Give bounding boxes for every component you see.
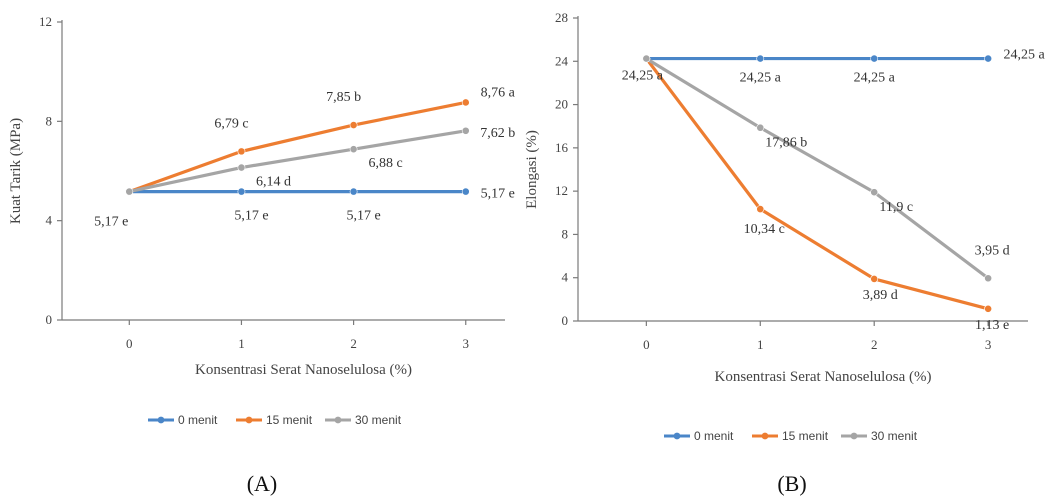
chart-b-x-tick-label: 3 (985, 337, 992, 352)
chart-b-y-axis-title: Elongasi (%) (524, 130, 540, 209)
chart-a-data-point (237, 163, 246, 172)
chart-b-x-tick-label: 2 (871, 337, 878, 352)
chart-a-x-tick-label: 1 (238, 336, 245, 351)
chart-a-data-point (349, 145, 358, 154)
chart-a-data-label: 5,17 e (94, 215, 128, 230)
chart-a-data-point (349, 187, 358, 196)
chart-b-x-axis-title: Konsentrasi Serat Nanoselulosa (%) (714, 369, 931, 385)
chart-a-data-point (125, 187, 134, 196)
chart-b-series-line-2 (644, 56, 990, 280)
chart-b-legend-swatch-marker (673, 432, 681, 440)
chart-b-data-point (870, 188, 879, 197)
chart-a-data-label: 7,62 b (480, 126, 515, 141)
chart-b-x-tick-label: 1 (757, 337, 764, 352)
chart-b-legend-swatch-marker (761, 432, 769, 440)
chart-a-y-tick-label: 0 (46, 312, 53, 327)
chart-panel-a: 0 4 8 12 0 1 2 3 Kuat Tarik (MPa) Konsentrasi Ser… (0, 0, 520, 504)
chart-a-legend-swatch-marker (334, 416, 342, 424)
chart-b-y-tick-label: 12 (555, 183, 568, 198)
chart-b-legend-swatch-marker (850, 432, 858, 440)
chart-b-legend-label: 0 menit (694, 429, 734, 443)
chart-b-y-tick-label: 20 (555, 97, 568, 112)
chart-b-panel-caption: (B) (777, 471, 806, 496)
chart-b-y-tick-label: 0 (562, 313, 569, 328)
chart-a-data-label: 7,85 b (326, 90, 361, 105)
chart-a-series-line-2 (127, 129, 468, 194)
chart-b-legend-label: 15 menit (782, 429, 829, 443)
chart-a-data-point (237, 187, 246, 196)
chart-a-data-label: 8,76 a (481, 85, 516, 100)
chart-b-y-tick-label: 24 (555, 53, 569, 68)
chart-b-y-tick-label: 28 (555, 10, 568, 25)
chart-a-data-point (461, 187, 470, 196)
chart-a-data-point (237, 147, 246, 156)
chart-b-y-tick-label: 8 (562, 226, 569, 241)
chart-b-data-label: 10,34 c (744, 222, 785, 237)
chart-b-series-line-1 (644, 56, 990, 311)
chart-a-y-tick-label: 8 (46, 113, 53, 128)
chart-a-legend-swatch-marker (245, 416, 253, 424)
chart-a-series-line-1 (127, 100, 468, 194)
chart-a-x-axis-title: Konsentrasi Serat Nanoselulosa (%) (195, 362, 412, 378)
chart-b-y-tick-label: 4 (562, 270, 569, 285)
chart-b-y-tick-label: 16 (555, 140, 569, 155)
chart-panel-b: 0 4 8 12 16 20 24 28 0 1 2 3 Elongasi (%) Konsentrasi… (524, 0, 1054, 504)
chart-a-legend-label: 15 menit (266, 413, 313, 427)
chart-a-panel-caption: (A) (247, 471, 278, 496)
chart-b-data-point (870, 275, 879, 283)
chart-a-y-tick-label: 4 (46, 213, 53, 228)
chart-a-legend-swatch-marker (157, 416, 165, 424)
chart-a-data-label: 6,88 c (368, 156, 402, 171)
chart-a-data-point (461, 126, 470, 135)
chart-a-legend-label: 30 menit (355, 413, 402, 427)
chart-b-x-tick-label: 0 (643, 337, 650, 352)
chart-a-data-label: 6,14 d (256, 175, 291, 190)
chart-b-data-label: 11,9 c (879, 200, 913, 215)
chart-a-legend-label: 0 menit (178, 413, 218, 427)
chart-b-data-label: 1,13 e (975, 318, 1009, 333)
chart-b-data-point (642, 54, 651, 63)
chart-a-data-label: 5,17 e (234, 209, 268, 224)
chart-a-y-tick-label: 12 (39, 14, 52, 29)
chart-b-data-point (756, 205, 765, 214)
chart-b-data-label: 3,95 d (975, 243, 1010, 258)
chart-b-data-label: 17,86 b (765, 136, 807, 151)
chart-b-data-label: 24,25 a (740, 71, 782, 86)
chart-a-data-label: 6,79 c (214, 116, 248, 131)
chart-b-data-label: 24,25 a (622, 69, 664, 84)
chart-b-data-label: 24,25 a (1004, 48, 1046, 63)
chart-b-legend-label: 30 menit (871, 429, 918, 443)
chart-a-data-point (349, 121, 358, 129)
chart-a-x-tick-label: 2 (350, 336, 357, 351)
chart-b-data-label: 24,25 a (854, 71, 896, 86)
chart-a-x-tick-label: 3 (462, 336, 469, 351)
chart-b-data-point (984, 274, 993, 283)
chart-a-data-label: 5,17 e (481, 187, 515, 202)
chart-b-data-point (756, 123, 765, 132)
chart-a-data-point (461, 98, 470, 107)
chart-b-data-point (984, 304, 993, 313)
chart-a-data-label: 5,17 e (346, 209, 380, 224)
chart-a-x-tick-label: 0 (126, 336, 133, 351)
chart-b-data-point (870, 54, 879, 63)
chart-a-y-axis-title: Kuat Tarik (MPa) (8, 118, 24, 224)
chart-b-data-point (756, 54, 765, 63)
chart-b-data-label: 3,89 d (863, 288, 898, 303)
chart-b-data-point (984, 54, 993, 63)
